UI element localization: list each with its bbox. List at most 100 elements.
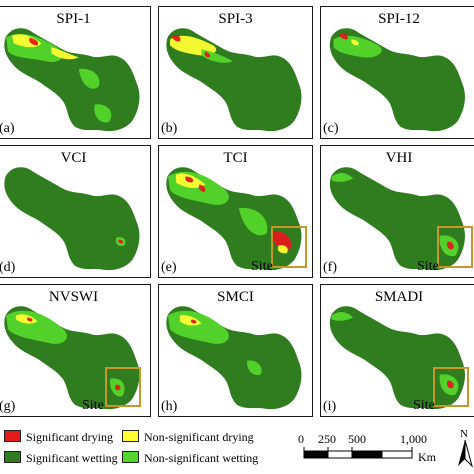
trend-patch (246, 360, 262, 376)
trend-patch (15, 314, 38, 324)
legend-item-significant-drying: Significant drying (4, 430, 113, 444)
trend-patch (331, 311, 354, 321)
region-outline (329, 306, 465, 410)
map-panel-e: TCI (e) Site (158, 145, 313, 278)
map-panel-a: SPI-1 (a) (0, 6, 151, 139)
panel-title: TCI (223, 150, 248, 166)
map-legend: Significant drying Non-significant dryin… (0, 426, 300, 474)
region-map (166, 28, 302, 132)
trend-patch (179, 315, 202, 326)
trend-patch (185, 176, 194, 183)
map-panel-b: SPI-3 (b) (158, 6, 313, 139)
legend-swatch (122, 430, 139, 442)
trend-patch (118, 239, 124, 244)
region-shape (4, 167, 140, 271)
region-map (4, 167, 140, 271)
scale-unit-label: Km (418, 450, 436, 464)
trend-patch (78, 68, 100, 89)
trend-patch (333, 35, 382, 58)
region-outline (329, 167, 465, 271)
trend-patch (201, 49, 234, 63)
scale-bar-graphic (303, 447, 413, 459)
site-label: Site (251, 259, 273, 274)
panel-title: SMADI (374, 289, 424, 305)
trend-patch (190, 319, 197, 324)
trend-patch (204, 51, 211, 58)
legend-item-nonsignificant-wetting: Non-significant wetting (122, 451, 258, 465)
trend-patch (272, 231, 292, 252)
map-panel-c: SPI-12 (c) (320, 6, 474, 139)
region-shape (4, 28, 140, 132)
site-label: Site (82, 398, 104, 413)
panel-title: VHI (385, 150, 413, 166)
north-arrow-icon (458, 439, 473, 468)
panel-label: (e) (161, 260, 177, 275)
scale-tick-label: 1,000 (400, 432, 427, 446)
site-label: Site (417, 259, 439, 274)
panel-label: (g) (0, 399, 16, 414)
panel-title: VCI (60, 150, 87, 166)
site-highlight-box (437, 226, 473, 268)
panel-label: (a) (0, 121, 15, 136)
legend-swatch (4, 451, 21, 463)
map-panel-f: VHI (f) Site (320, 145, 474, 278)
map-panel-h: SMCI (h) (158, 284, 313, 417)
region-map (329, 306, 465, 410)
north-arrow: N (455, 428, 474, 468)
map-panel-i: SMADI (i) Site (320, 284, 474, 417)
map-panel-d: VCI (d) (0, 145, 151, 278)
region-shape (329, 28, 465, 132)
trend-patch (29, 37, 39, 46)
trend-patch (339, 33, 348, 40)
panel-label: (c) (323, 121, 339, 136)
trend-patch (171, 35, 181, 42)
panel-title: SMCI (217, 289, 254, 305)
site-highlight-box (105, 367, 141, 407)
legend-item-significant-wetting: Significant wetting (4, 451, 118, 465)
panel-title: SPI-12 (378, 11, 420, 27)
trend-patch (446, 380, 454, 389)
panel-label: (h) (161, 399, 178, 414)
legend-item-nonsignificant-drying: Non-significant drying (122, 430, 254, 444)
scale-tick-label: 0 (298, 432, 304, 446)
trend-patch (51, 47, 79, 60)
trend-patch (26, 317, 33, 322)
region-map (329, 167, 465, 271)
legend-label: Non-significant wetting (144, 451, 259, 465)
region-shape (329, 306, 465, 410)
panel-label: (b) (161, 121, 178, 136)
panel-title: NVSWI (48, 289, 99, 305)
panel-label: (f) (323, 260, 337, 275)
site-highlight-box (433, 367, 469, 407)
trend-patch (115, 384, 121, 391)
north-letter: N (460, 428, 468, 440)
region-shape (166, 306, 302, 410)
scale-bar: 0 250 500 1,000 Km N (298, 426, 474, 474)
site-highlight-box (271, 226, 307, 268)
trend-patch (331, 172, 354, 182)
trend-patch (94, 104, 112, 123)
legend-swatch (122, 451, 139, 463)
region-map (166, 306, 302, 410)
panel-label: (d) (0, 260, 16, 275)
site-label: Site (413, 398, 435, 413)
panel-title: SPI-3 (218, 11, 253, 27)
region-map (4, 28, 140, 132)
region-map (166, 167, 302, 271)
scale-tick-label: 500 (348, 432, 366, 446)
region-shape (166, 28, 302, 132)
trend-patch (198, 184, 206, 193)
trend-patch (351, 39, 359, 46)
trend-patch (238, 207, 268, 236)
legend-label: Non-significant drying (144, 430, 254, 444)
trend-patch (277, 245, 288, 254)
region-outline (4, 167, 140, 271)
legend-swatch (4, 430, 21, 442)
panel-title: SPI-1 (56, 11, 91, 27)
trend-patch (446, 241, 454, 250)
region-map (329, 28, 465, 132)
scale-tick-label: 250 (318, 432, 336, 446)
map-panel-g: NVSWI (g) Site (0, 284, 151, 417)
legend-label: Significant wetting (26, 451, 118, 465)
panel-label: (i) (323, 399, 337, 414)
